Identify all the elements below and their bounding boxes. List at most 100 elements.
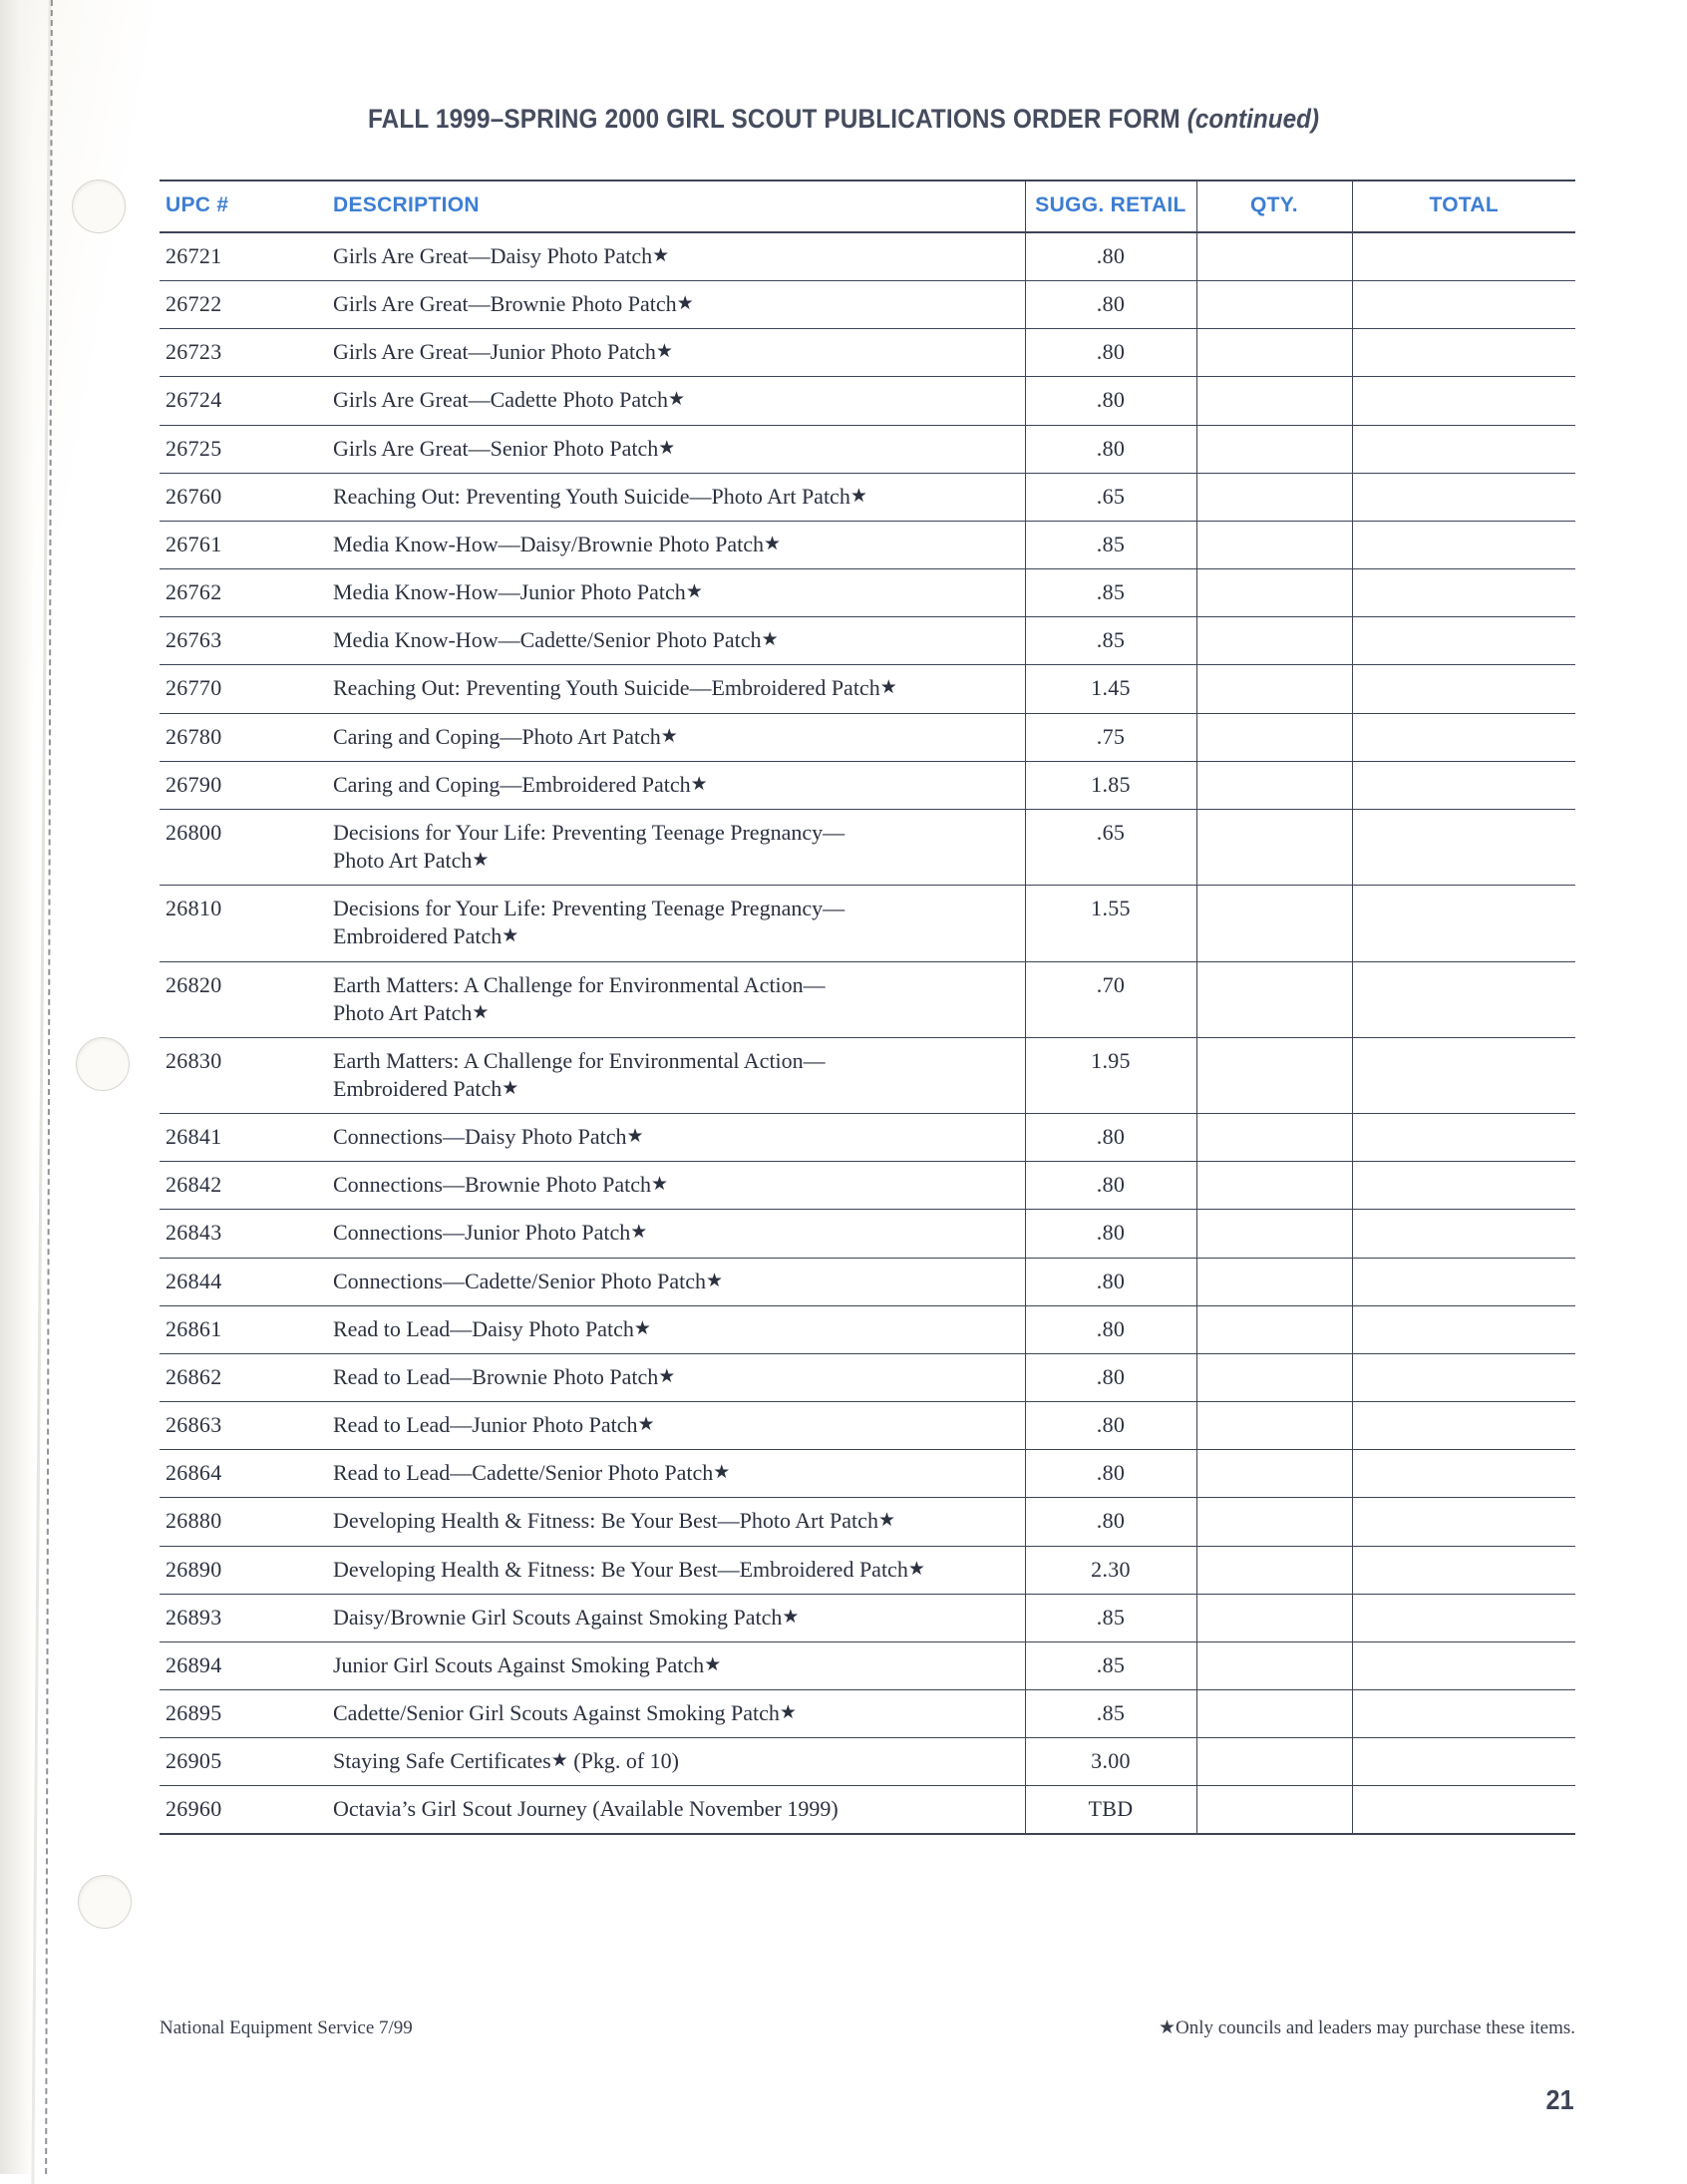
cell-qty-input[interactable]	[1195, 1546, 1352, 1595]
cell-sugg-retail: .80	[1024, 1258, 1196, 1306]
cell-description: Girls Are Great—Cadette Photo Patch★	[275, 376, 1025, 426]
cell-total-input[interactable]	[1351, 1785, 1575, 1836]
cell-total-input[interactable]	[1351, 1546, 1575, 1595]
cell-qty-input[interactable]	[1195, 664, 1352, 714]
cell-upc: 26722	[160, 280, 275, 330]
cell-total-input[interactable]	[1351, 232, 1575, 282]
table-row: 26724 Girls Are Great—Cadette Photo Patch…	[160, 376, 1575, 426]
table-row: 26780 Caring and Coping—Photo Art Patch★.…	[160, 713, 1575, 762]
cell-sugg-retail: 3.00	[1024, 1737, 1196, 1787]
cell-total-input[interactable]	[1351, 1209, 1575, 1259]
cell-total-input[interactable]	[1351, 1353, 1575, 1403]
cell-total-input[interactable]	[1351, 616, 1575, 666]
cell-description: Girls Are Great—Daisy Photo Patch★	[275, 232, 1025, 282]
cell-qty-input[interactable]	[1195, 1785, 1352, 1836]
cell-total-input[interactable]	[1351, 761, 1575, 810]
cell-total-input[interactable]	[1351, 376, 1575, 426]
cell-total-input[interactable]	[1351, 1113, 1575, 1163]
column-header-total: TOTAL	[1351, 180, 1575, 233]
cell-qty-input[interactable]	[1195, 1689, 1352, 1739]
cell-total-input[interactable]	[1351, 1737, 1575, 1787]
cell-total-input[interactable]	[1351, 280, 1575, 330]
table-header: UPC # DESCRIPTION SUGG. RETAIL QTY. TOTA…	[160, 180, 1575, 233]
table-row: 26842 Connections—Brownie Photo Patch★ .80	[160, 1161, 1575, 1211]
cell-qty-input[interactable]	[1195, 1161, 1352, 1211]
cell-sugg-retail: .85	[1024, 1594, 1196, 1642]
table-row: 26800 Decisions for Your Life: Preventing…	[160, 809, 1575, 887]
cell-sugg-retail: .80	[1024, 1113, 1196, 1163]
cell-qty-input[interactable]	[1195, 616, 1352, 666]
cell-qty-input[interactable]	[1195, 1497, 1352, 1547]
description-line-1: Cadette/Senior Girl Scouts Against Smoki…	[333, 1700, 780, 1725]
description-line-1: Read to Lead—Junior Photo Patch	[333, 1412, 638, 1438]
cell-total-input[interactable]	[1351, 885, 1575, 962]
cell-qty-input[interactable]	[1195, 713, 1352, 762]
cell-qty-input[interactable]	[1195, 1737, 1352, 1787]
cell-upc: 26723	[160, 328, 275, 378]
cell-qty-input[interactable]	[1195, 809, 1352, 887]
cell-qty-input[interactable]	[1195, 885, 1352, 962]
cell-total-input[interactable]	[1351, 425, 1575, 474]
cell-description: Developing Health & Fitness: Be Your Bes…	[275, 1497, 1025, 1547]
cell-qty-input[interactable]	[1195, 1401, 1352, 1451]
cell-qty-input[interactable]	[1195, 568, 1352, 618]
cell-qty-input[interactable]	[1195, 280, 1352, 330]
asterisk-marker: ★	[779, 1702, 797, 1723]
description-line-1: Girls Are Great—Cadette Photo Patch	[333, 387, 669, 413]
cell-qty-input[interactable]	[1195, 1258, 1352, 1306]
cell-qty-input[interactable]	[1195, 521, 1352, 570]
cell-qty-input[interactable]	[1195, 1209, 1352, 1259]
cell-qty-input[interactable]	[1195, 1353, 1352, 1403]
cell-total-input[interactable]	[1351, 1449, 1575, 1499]
cell-total-input[interactable]	[1351, 713, 1575, 762]
asterisk-marker: ★	[668, 389, 686, 411]
cell-total-input[interactable]	[1351, 809, 1575, 887]
cell-qty-input[interactable]	[1195, 1594, 1352, 1642]
table-row: 26830 Earth Matters: A Challenge for Envi…	[160, 1037, 1575, 1115]
cell-description: Daisy/Brownie Girl Scouts Against Smokin…	[275, 1594, 1025, 1642]
cell-qty-input[interactable]	[1195, 232, 1352, 282]
cell-qty-input[interactable]	[1195, 961, 1352, 1038]
cell-description: Developing Health & Fitness: Be Your Bes…	[275, 1546, 1025, 1595]
cell-total-input[interactable]	[1351, 473, 1575, 522]
cell-total-input[interactable]	[1351, 521, 1575, 570]
cell-total-input[interactable]	[1351, 1689, 1575, 1739]
asterisk-marker: ★	[652, 245, 670, 266]
cell-qty-input[interactable]	[1195, 1449, 1352, 1499]
description-line-1: Connections—Daisy Photo Patch	[333, 1124, 627, 1150]
cell-total-input[interactable]	[1351, 1161, 1575, 1211]
table-body: 26721 Girls Are Great—Daisy Photo Patch★.…	[160, 232, 1575, 1836]
cell-qty-input[interactable]	[1195, 376, 1352, 426]
cell-total-input[interactable]	[1351, 1594, 1575, 1642]
cell-qty-input[interactable]	[1195, 1113, 1352, 1163]
cell-upc: 26810	[160, 885, 275, 962]
cell-description: Girls Are Great—Junior Photo Patch★	[275, 328, 1025, 378]
cell-total-input[interactable]	[1351, 1641, 1575, 1691]
cell-sugg-retail: 1.45	[1024, 664, 1196, 714]
cell-total-input[interactable]	[1351, 328, 1575, 378]
cell-qty-input[interactable]	[1195, 473, 1352, 522]
description-line-1: Connections—Junior Photo Patch	[333, 1220, 631, 1246]
binder-punch-hole	[72, 180, 126, 233]
cell-qty-input[interactable]	[1195, 1305, 1352, 1354]
cell-total-input[interactable]	[1351, 1305, 1575, 1354]
asterisk-marker: ★	[705, 1270, 724, 1291]
cell-upc: 26863	[160, 1401, 275, 1451]
cell-total-input[interactable]	[1351, 961, 1575, 1038]
cell-qty-input[interactable]	[1195, 425, 1352, 474]
cell-total-input[interactable]	[1351, 1401, 1575, 1451]
cell-qty-input[interactable]	[1195, 328, 1352, 378]
cell-qty-input[interactable]	[1195, 1641, 1352, 1691]
cell-total-input[interactable]	[1351, 1497, 1575, 1547]
cell-upc: 26843	[160, 1209, 275, 1259]
cell-sugg-retail: .80	[1024, 1497, 1196, 1547]
cell-qty-input[interactable]	[1195, 1037, 1352, 1115]
cell-total-input[interactable]	[1351, 664, 1575, 714]
cell-total-input[interactable]	[1351, 1258, 1575, 1306]
description-line-1: Connections—Cadette/Senior Photo Patch	[333, 1268, 706, 1293]
cell-qty-input[interactable]	[1195, 761, 1352, 810]
cell-total-input[interactable]	[1351, 1037, 1575, 1115]
cell-total-input[interactable]	[1351, 568, 1575, 618]
cell-upc: 26725	[160, 425, 275, 474]
